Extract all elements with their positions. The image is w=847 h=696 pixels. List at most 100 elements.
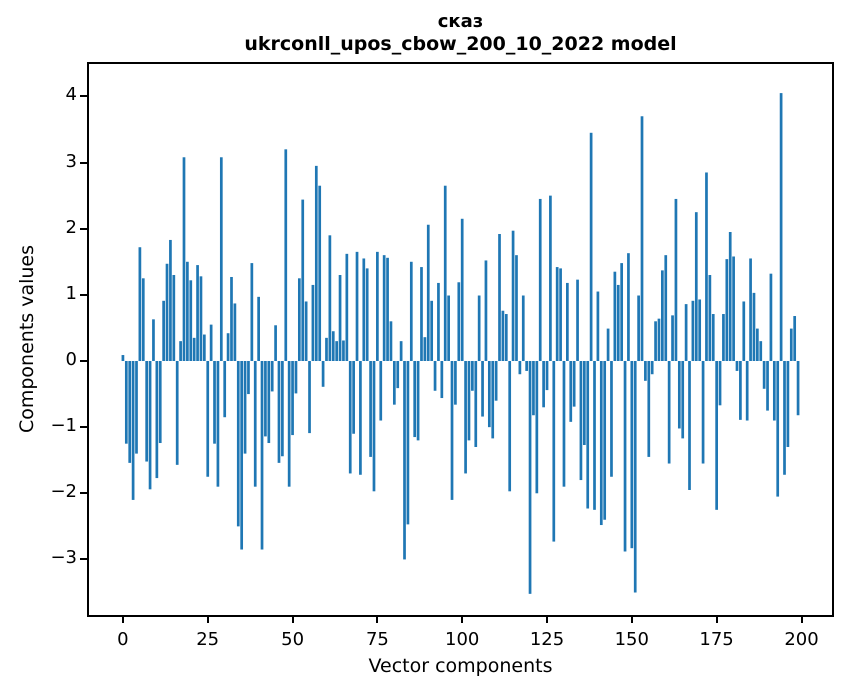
bar (521, 295, 525, 361)
bar (457, 282, 461, 361)
bar (250, 263, 254, 361)
bar (684, 304, 688, 361)
bar (549, 195, 552, 361)
bar (216, 361, 220, 487)
x-tick-label: 100 (445, 629, 480, 650)
bar (701, 361, 705, 464)
bar (657, 318, 661, 361)
x-tick-mark (630, 617, 633, 623)
x-tick-label: 0 (117, 629, 129, 650)
bar (725, 259, 729, 361)
bar (437, 282, 440, 361)
bar (135, 361, 138, 454)
bar (491, 361, 495, 439)
bar (281, 361, 284, 457)
bar (179, 341, 182, 361)
bar (664, 255, 668, 361)
bar (474, 361, 478, 447)
bar (430, 300, 434, 361)
bar (732, 256, 735, 361)
bar (711, 314, 715, 361)
bar (223, 361, 227, 418)
bar (596, 291, 600, 361)
y-tick-label: 1 (65, 282, 77, 304)
bar (477, 295, 481, 361)
bar (260, 361, 264, 550)
y-axis-label: Components values (16, 244, 38, 434)
bar (620, 263, 624, 361)
bar (270, 361, 274, 392)
bar (202, 334, 206, 361)
bar (705, 172, 708, 361)
bar (382, 255, 386, 361)
bar (661, 270, 664, 361)
x-axis-label: Vector components (368, 655, 553, 677)
x-tick-mark (376, 617, 379, 623)
bar (772, 361, 776, 421)
bar (722, 314, 725, 361)
bar (426, 224, 430, 361)
bar (291, 361, 294, 436)
bar (494, 361, 498, 401)
bar (562, 361, 566, 487)
y-tick-label: 0 (65, 349, 77, 370)
x-tick-mark (121, 617, 124, 623)
bar (650, 361, 654, 375)
bar (308, 361, 311, 434)
bar (525, 361, 529, 371)
bar (196, 265, 199, 361)
bar (413, 361, 417, 438)
bar (518, 361, 522, 375)
bar (396, 361, 400, 389)
x-tick-mark (461, 617, 464, 623)
bar (708, 275, 712, 361)
bar (715, 361, 718, 510)
bar (240, 361, 244, 550)
bar (141, 278, 145, 361)
bar (376, 251, 379, 361)
x-tick-mark (800, 617, 803, 623)
bar (677, 361, 681, 429)
bar (481, 361, 484, 417)
bar (389, 321, 393, 361)
bar (219, 157, 223, 361)
bar (698, 299, 702, 361)
bar (559, 268, 562, 361)
y-tick-label: −2 (50, 481, 77, 503)
bar (759, 341, 763, 361)
bar (165, 263, 169, 361)
bar (756, 328, 759, 361)
y-tick-mark (80, 492, 87, 495)
bar (599, 361, 603, 526)
bar (172, 275, 176, 361)
bar (155, 361, 159, 479)
bar (515, 255, 518, 361)
bar (644, 361, 647, 381)
bar (152, 319, 155, 361)
y-tick-label: 4 (65, 84, 77, 106)
bar (654, 321, 657, 361)
bar (352, 361, 355, 434)
bar (589, 132, 593, 361)
bar (362, 258, 366, 361)
x-tick-label: 200 (784, 629, 819, 650)
bar (355, 251, 359, 361)
bar (749, 258, 752, 361)
bar (569, 361, 573, 422)
bar (579, 361, 583, 481)
bar (603, 361, 607, 520)
bar (267, 361, 271, 444)
bar (342, 340, 345, 361)
chart-title: сказ (437, 11, 484, 32)
y-tick-label: 2 (65, 216, 77, 238)
chart-subtitle: ukrconll_upos_cbow_200_10_2022 model (244, 33, 677, 55)
y-tick-mark (80, 227, 87, 230)
bar (484, 260, 488, 361)
bar (793, 316, 797, 361)
x-tick-label: 75 (365, 629, 389, 650)
bar (213, 361, 216, 444)
bar (694, 212, 698, 361)
bar (199, 276, 203, 361)
bar (186, 261, 189, 361)
